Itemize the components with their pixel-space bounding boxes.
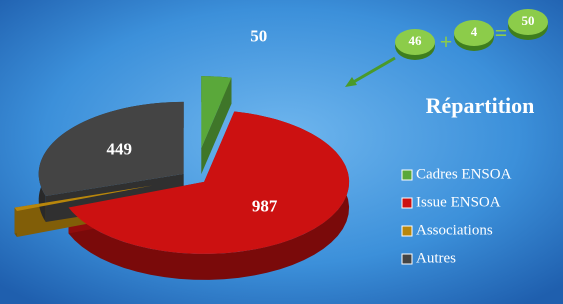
legend-swatch	[402, 226, 412, 236]
legend-swatch	[402, 170, 412, 180]
value-label: 987	[252, 197, 278, 216]
chart: Répartition 5098712449 Cadres ENSOAIssue…	[0, 0, 563, 304]
term: 50	[522, 13, 535, 28]
legend-label: Cadres ENSOA	[416, 166, 512, 182]
legend-swatch	[402, 254, 412, 264]
operator: =	[495, 20, 508, 45]
term: 4	[471, 24, 478, 39]
value-label: 449	[106, 139, 132, 158]
value-label: 50	[250, 27, 267, 46]
legend-label: Associations	[416, 222, 493, 238]
chart-title: Répartition	[426, 93, 535, 118]
legend-label: Autres	[416, 250, 456, 266]
term: 46	[409, 33, 423, 48]
legend-label: Issue ENSOA	[416, 194, 501, 210]
legend-swatch	[402, 198, 412, 208]
operator: +	[440, 29, 453, 54]
